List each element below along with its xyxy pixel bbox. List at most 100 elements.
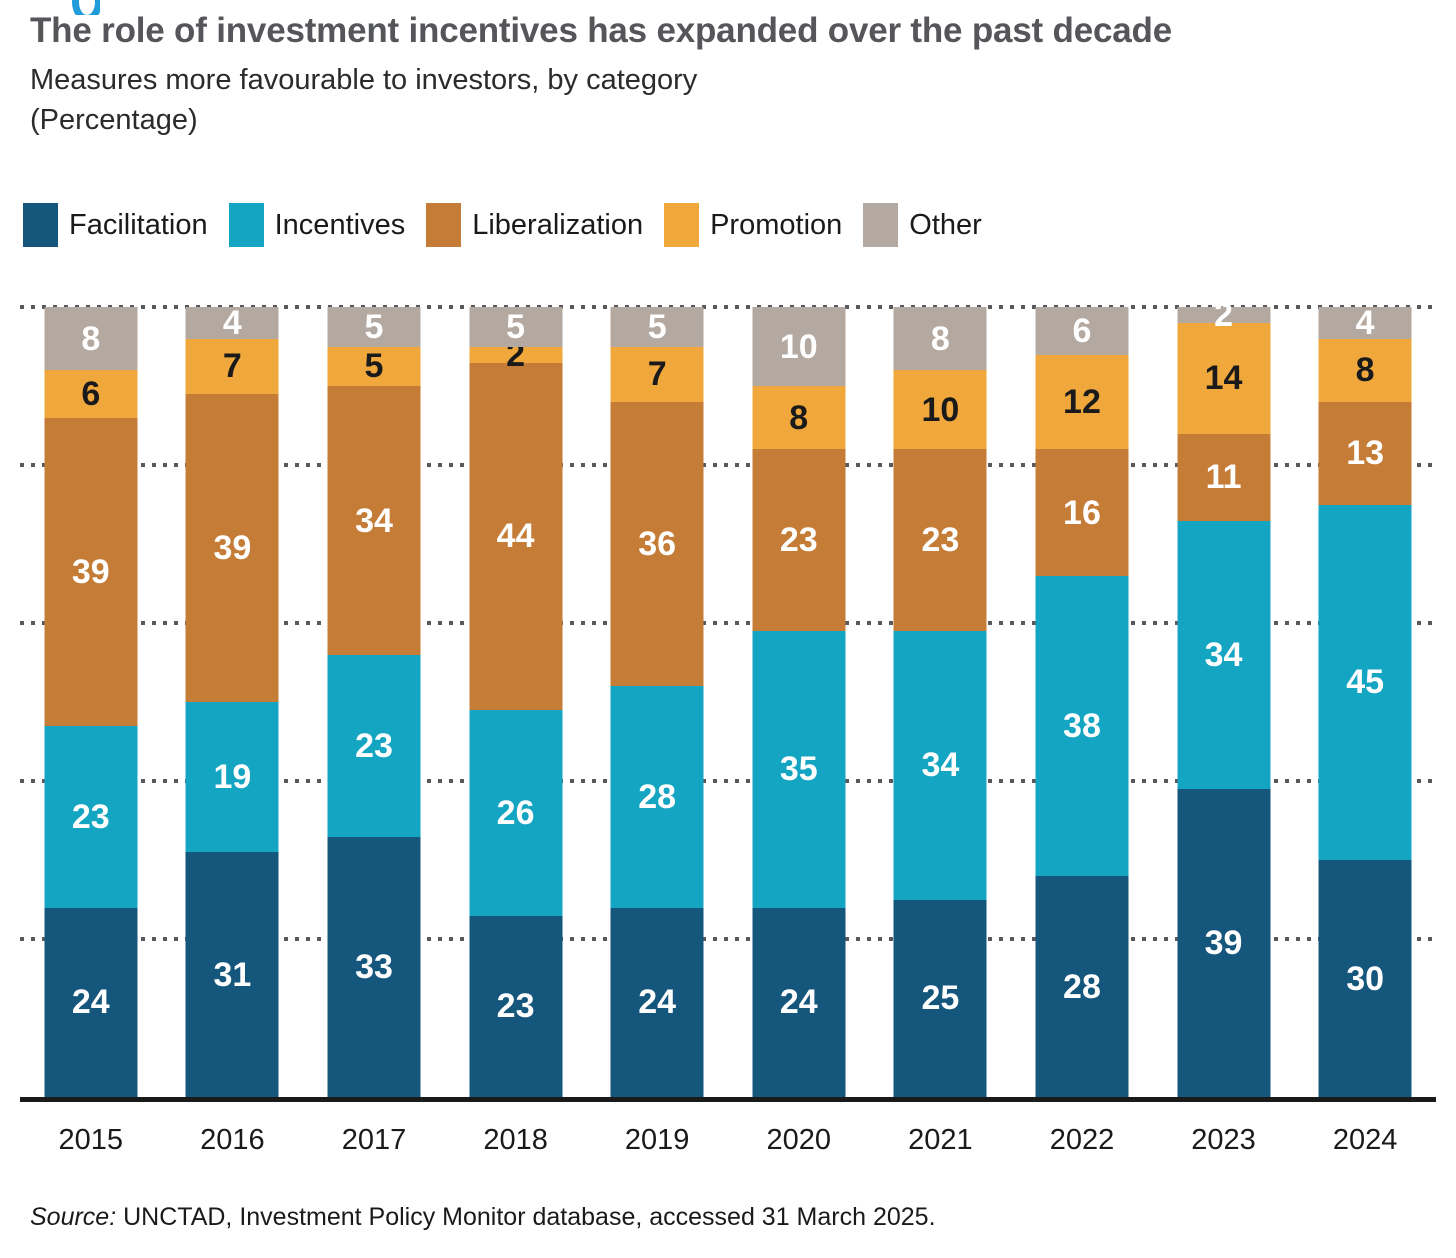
segment-other-2019: 5 <box>610 307 704 347</box>
segment-incentives-2018: 26 <box>469 710 563 916</box>
segment-value-label: 34 <box>355 501 393 540</box>
segment-value-label: 26 <box>496 793 535 832</box>
bar-cell-2024: 30 45 13 8 4 <box>1294 306 1436 1098</box>
segment-value-label: 45 <box>1346 663 1385 702</box>
segment-value-label: 5 <box>647 307 667 346</box>
segment-value-label: 23 <box>921 521 960 560</box>
segment-value-label: 7 <box>222 347 242 386</box>
segment-value-label: 8 <box>930 319 950 358</box>
segment-facilitation-2022: 28 <box>1035 876 1129 1098</box>
segment-promotion-2015: 6 <box>44 370 138 418</box>
segment-other-2017: 5 <box>327 307 421 347</box>
chart-plot-area: 24 23 39 6 8 31 19 39 7 4 33 23 34 5 5 23 26 44 2 5 24 28 36 7 5… <box>20 298 1436 1098</box>
segment-other-2020: 10 <box>752 307 846 387</box>
segment-value-label: 14 <box>1204 359 1243 398</box>
segment-liberalization-2023: 11 <box>1177 433 1271 521</box>
x-tick-2020: 2020 <box>766 1124 832 1157</box>
segment-value-label: 23 <box>71 797 110 836</box>
gridline-60 <box>20 621 1436 626</box>
segment-promotion-2024: 8 <box>1318 338 1412 403</box>
segment-value-label: 23 <box>779 521 818 560</box>
bar-cell-2015: 24 23 39 6 8 <box>20 307 162 1098</box>
legend-swatch-facilitation <box>23 203 58 248</box>
x-tick-2019: 2019 <box>624 1124 690 1157</box>
stacked-bar-2018: 23 26 44 2 5 <box>469 307 563 1098</box>
legend-item-promotion: Promotion <box>664 203 843 248</box>
segment-value-label: 24 <box>779 983 818 1022</box>
segment-facilitation-2015: 24 <box>44 907 138 1098</box>
legend-label-promotion: Promotion <box>710 208 843 241</box>
stacked-bar-2023: 39 34 11 14 2 <box>1177 298 1271 1098</box>
segment-incentives-2016: 19 <box>185 702 279 853</box>
segment-value-label: 24 <box>638 983 677 1022</box>
stacked-bar-2020: 24 35 23 8 10 <box>752 307 846 1098</box>
legend-swatch-promotion <box>664 203 700 248</box>
segment-other-2016: 4 <box>185 306 279 340</box>
segment-value-label: 44 <box>496 517 535 556</box>
x-tick-2017: 2017 <box>341 1124 407 1157</box>
segment-liberalization-2017: 34 <box>327 386 421 655</box>
bars-row: 24 23 39 6 8 31 19 39 7 4 33 23 34 5 5 23 26 44 2 5 24 28 36 7 5… <box>20 298 1436 1098</box>
legend-label-incentives: Incentives <box>274 208 406 241</box>
chart: 24 23 39 6 8 31 19 39 7 4 33 23 34 5 5 23 26 44 2 5 24 28 36 7 5… <box>20 298 1436 1157</box>
segment-value-label: 28 <box>638 778 677 817</box>
stacked-bar-2017: 33 23 34 5 5 <box>327 307 421 1098</box>
bar-cell-2023: 39 34 11 14 2 <box>1153 298 1295 1098</box>
stacked-bar-2019: 24 28 36 7 5 <box>610 307 704 1098</box>
segment-other-2024: 4 <box>1318 306 1412 340</box>
segment-other-2018: 5 <box>469 307 563 347</box>
stacked-bar-2015: 24 23 39 6 8 <box>44 307 138 1098</box>
segment-promotion-2018: 2 <box>469 338 563 372</box>
segment-facilitation-2023: 39 <box>1177 789 1271 1098</box>
chart-subtitle: Measures more favourable to investors, b… <box>30 63 698 96</box>
segment-value-label: 33 <box>355 947 393 986</box>
gridline-40 <box>20 779 1436 784</box>
stacked-bar-2024: 30 45 13 8 4 <box>1318 306 1412 1098</box>
segment-value-label: 30 <box>1346 959 1385 998</box>
segment-value-label: 19 <box>213 758 252 797</box>
segment-value-label: 10 <box>779 327 818 366</box>
segment-other-2021: 8 <box>893 307 987 371</box>
x-tick-2022: 2022 <box>1049 1124 1115 1157</box>
legend-item-liberalization: Liberalization <box>426 203 644 248</box>
segment-value-label: 5 <box>506 307 526 346</box>
gridline-80 <box>20 463 1436 468</box>
segment-value-label: 36 <box>638 525 677 564</box>
segment-value-label: 34 <box>1204 635 1243 674</box>
chart-header: The role of investment incentives has ex… <box>0 0 1456 139</box>
segment-incentives-2022: 38 <box>1035 575 1129 877</box>
x-tick-2021: 2021 <box>908 1124 973 1157</box>
chart-unit-line: (Percentage) <box>30 103 198 136</box>
segment-facilitation-2017: 33 <box>327 836 421 1098</box>
legend-label-liberalization: Liberalization <box>472 208 644 241</box>
x-tick-2024: 2024 <box>1332 1124 1398 1157</box>
segment-value-label: 39 <box>1204 924 1243 963</box>
x-tick-2023: 2023 <box>1191 1124 1256 1157</box>
legend-label-facilitation: Facilitation <box>69 208 208 241</box>
segment-value-label: 16 <box>1063 493 1101 532</box>
segment-value-label: 34 <box>921 746 960 785</box>
segment-value-label: 35 <box>779 750 818 789</box>
segment-value-label: 11 <box>1205 458 1242 497</box>
segment-value-label: 10 <box>921 390 960 429</box>
segment-value-label: 8 <box>81 319 101 358</box>
segment-promotion-2017: 5 <box>327 346 421 387</box>
segment-value-label: 7 <box>647 355 667 394</box>
segment-incentives-2015: 23 <box>44 725 138 908</box>
segment-promotion-2021: 10 <box>893 370 987 450</box>
segment-liberalization-2020: 23 <box>752 449 846 632</box>
segment-liberalization-2015: 39 <box>44 417 138 726</box>
segment-value-label: 13 <box>1346 434 1385 473</box>
segment-value-label: 38 <box>1063 706 1101 745</box>
source-label: Source: <box>30 1203 117 1232</box>
source-text: UNCTAD, Investment Policy Monitor databa… <box>116 1203 936 1232</box>
segment-facilitation-2018: 23 <box>469 915 563 1098</box>
segment-other-2023: 2 <box>1177 298 1271 332</box>
legend-label-other: Other <box>909 208 982 241</box>
segment-value-label: 12 <box>1063 383 1101 422</box>
x-tick-2015: 2015 <box>58 1124 124 1157</box>
segment-incentives-2023: 34 <box>1177 520 1271 790</box>
gridline-100 <box>20 305 1436 310</box>
gridline-20 <box>20 937 1436 942</box>
x-tick-2018: 2018 <box>483 1124 548 1157</box>
